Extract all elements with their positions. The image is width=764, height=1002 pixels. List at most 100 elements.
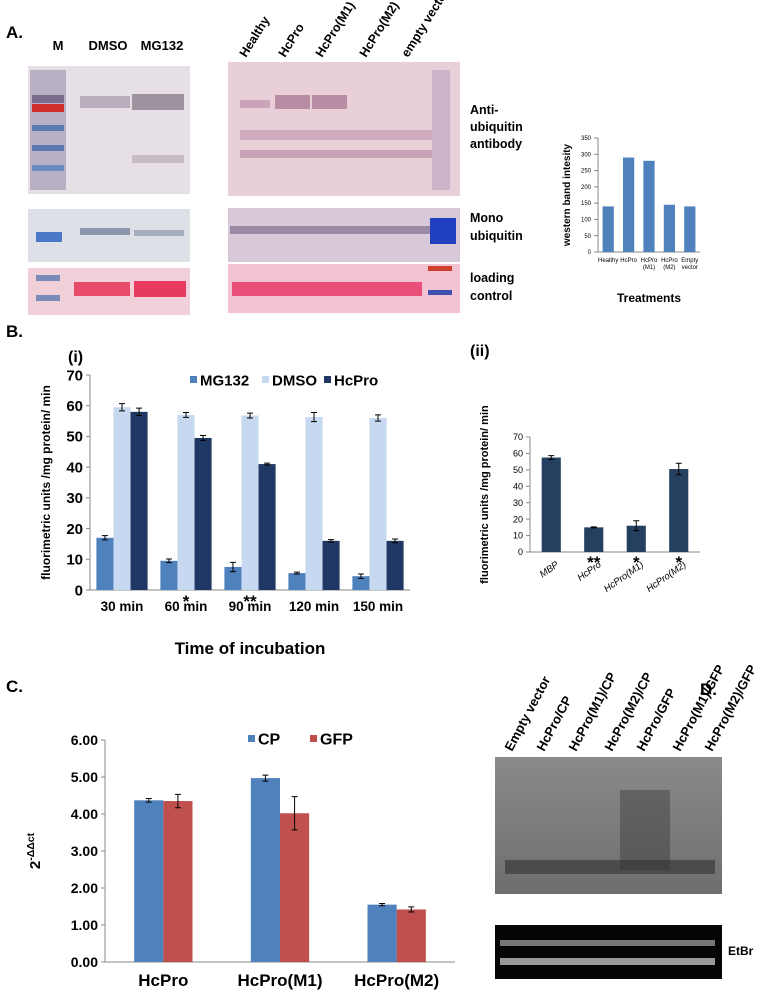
y-axis-label: fluorimetric units /mg protein/ min [479,405,491,584]
legend-label: GFP [320,732,353,749]
y-tick-label: 150 [581,201,592,207]
legend-label: DMSO [272,372,317,389]
y-tick-label: 6.00 [71,732,98,748]
x-tick-label: Healthy [598,258,618,264]
row-label: loading [470,271,514,285]
y-tick-label: 4.00 [71,806,98,822]
y-tick-label: 100 [581,218,592,224]
y-tick-label: 60 [66,398,83,415]
x-tick-label: HcPro(M1) [237,971,322,990]
x-tick-label: HcPro [138,971,188,990]
significance: * [183,592,190,611]
x-tick-label: MBP [538,559,562,580]
bar [134,800,164,962]
y-tick-label: 0 [75,582,83,599]
significance: * [633,553,640,572]
error-bar [145,797,152,803]
y-tick-label: 0.00 [71,954,98,970]
x-tick-label: HcPro [620,258,637,264]
error-bar [392,538,399,544]
bar [250,778,280,962]
x-tick-label: HcPro(M2) [354,971,439,990]
y-tick-label: 300 [581,152,592,158]
x-tick-label: 150 min [353,599,403,614]
y-tick-label: 10 [66,552,83,569]
bar [194,437,212,590]
error-bar [291,796,298,831]
lane-label: HcPro(M1) [313,0,358,60]
y-axis-label: western band intesity [562,143,573,247]
row-label: antibody [470,137,522,151]
y-tick-label: 200 [581,185,592,191]
significance: ** [587,553,601,572]
lane-label: MG132 [141,38,184,53]
y-tick-label: 30 [513,498,523,508]
y-tick-label: 0 [518,547,523,557]
legend-swatch [310,735,317,742]
y-axis-label: fluorimetric units /mg protein/ min [39,385,53,580]
x-tick-label: Empty [681,258,698,264]
y-tick-label: 40 [66,459,83,476]
x-tick-label: 90 min [229,599,272,614]
legend-label: MG132 [200,372,249,389]
chart-title: (i) [68,349,83,366]
bar [224,566,242,590]
bar [663,204,676,252]
blot-right [228,62,460,313]
stain-label: EtBr [728,944,754,958]
error-bar [293,571,300,575]
error-bar [183,411,189,418]
y-tick-label: 60 [513,449,523,459]
legend-label: CP [258,732,281,749]
lane-label: DMSO [89,38,128,53]
bar [352,576,370,590]
legend-swatch [248,735,255,742]
legend-swatch [190,376,197,383]
y-tick-label: 10 [513,531,523,541]
error-bar [379,903,386,907]
y-tick-label: 20 [513,514,523,524]
y-tick-label: 70 [513,432,523,442]
error-bar [229,561,236,573]
error-bar [174,793,181,809]
bar [305,417,323,590]
y-tick-label: 3.00 [71,843,98,859]
x-tick-label: 60 min [165,599,208,614]
x-tick-label: 30 min [101,599,144,614]
row-label: Mono [470,211,504,225]
y-tick-label: 50 [584,234,591,240]
error-bar [247,412,253,419]
bar [386,540,404,590]
bar [160,560,178,590]
y-tick-label: 20 [66,521,83,538]
chart: 0.00 1.00 2.00 3.00 4.00 5.00 6.00 HcPro HcPro(M… [25,732,455,990]
lane-label: Healthy [237,14,273,60]
x-tick-label: (M2) [663,265,675,271]
x-tick-label: HcPro [641,258,658,264]
legend-label: HcPro [334,372,378,389]
y-axis-label-base: 2 [27,861,44,869]
y-tick-label: 30 [66,490,83,507]
y-tick-label: 40 [513,481,523,491]
error-bar [675,462,682,476]
bar [541,457,561,552]
bar [396,909,426,962]
bar [280,813,310,962]
significance: * [675,553,682,572]
error-bar [408,906,415,913]
bar [113,407,131,590]
x-tick-label: HcPro [661,258,678,264]
y-axis-label-exponent: -ΔΔct [25,832,37,860]
bar [684,206,696,252]
error-bar [328,539,335,543]
bar [322,540,340,590]
x-axis-label: Time of incubation [175,639,326,658]
error-bar [262,774,269,782]
y-tick-label: 250 [581,169,592,175]
y-axis-label: 2-ΔΔct [25,832,44,869]
error-bar [264,462,271,466]
y-tick-label: 350 [581,136,592,142]
error-bar [200,435,207,441]
